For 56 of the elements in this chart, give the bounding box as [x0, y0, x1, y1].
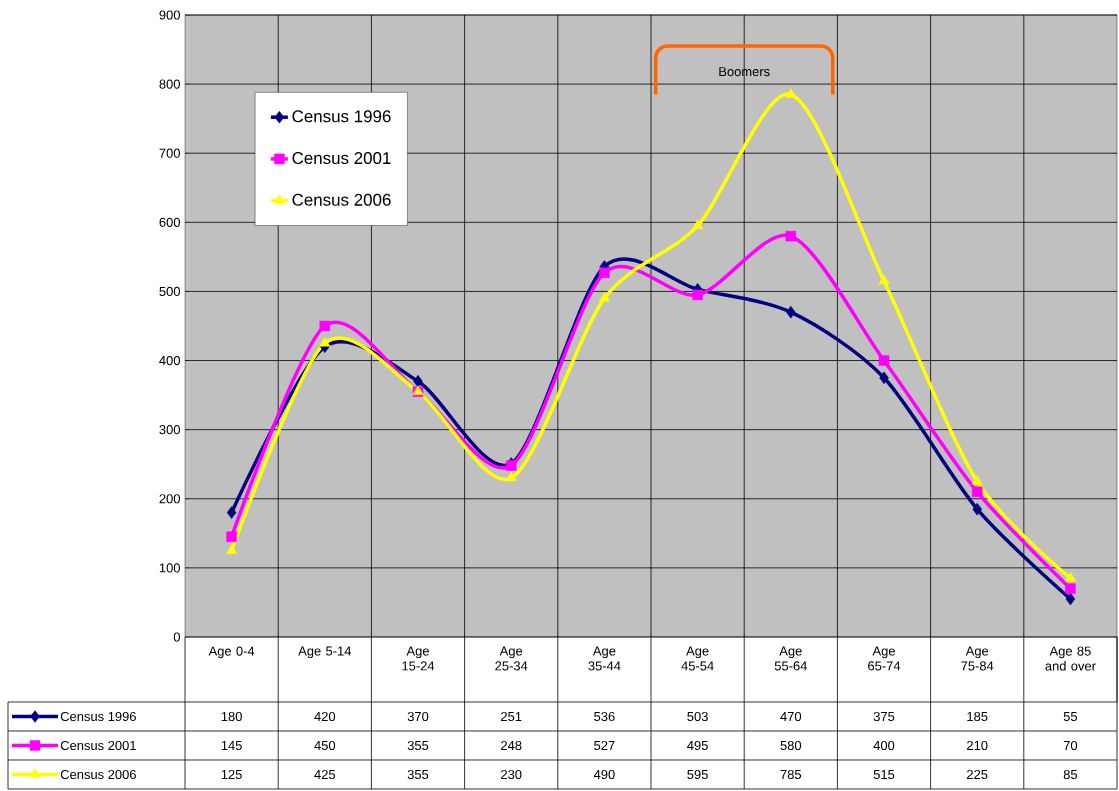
data-label: 515 [873, 769, 895, 779]
data-label: 495 [687, 740, 708, 751]
data-label: 185 [967, 711, 988, 722]
legend-label: Census 1996 [292, 110, 391, 123]
data-label: 503 [687, 711, 708, 722]
data-label: 251 [501, 711, 522, 722]
data-label: 595 [687, 769, 708, 780]
data-label: 370 [407, 711, 429, 722]
data-label: 450 [314, 740, 336, 751]
data-label: 536 [594, 711, 615, 722]
data-label: 425 [314, 769, 336, 780]
data-label: 580 [780, 740, 802, 751]
y-tick-label: 500 [159, 286, 180, 297]
text: Census 1996 [60, 711, 136, 722]
data-label: 125 [221, 769, 242, 780]
y-tick-label: 600 [159, 217, 180, 227]
legend-label: Census 2006 [292, 193, 391, 206]
x-tick-label: Age 85 and over [1045, 646, 1096, 671]
data-label: 375 [873, 711, 895, 722]
data-label: 225 [967, 769, 988, 780]
x-tick-label: Age 0-4 [208, 646, 255, 659]
x-tick-label: Age 45-54 [681, 646, 714, 671]
x-tick-label: Age 15-24 [402, 646, 435, 671]
y-tick-label: 400 [159, 355, 180, 366]
data-label: 785 [780, 769, 802, 780]
y-tick-label: 100 [159, 563, 180, 573]
y-tick-label: 700 [159, 148, 180, 158]
data-label: 355 [407, 769, 429, 780]
data-label: 55 [1063, 711, 1078, 721]
y-tick-label: 900 [159, 10, 180, 20]
x-tick-label: Age 65-74 [868, 646, 901, 671]
x-tick-label: Age 75-84 [961, 646, 994, 671]
data-label: 230 [501, 769, 522, 780]
data-label: 527 [594, 740, 615, 751]
data-label: 400 [873, 740, 895, 751]
y-tick-label: 300 [159, 425, 180, 435]
x-tick-label: Age 25-34 [495, 646, 528, 671]
data-label: 420 [314, 711, 336, 722]
x-tick-label: Age 35-44 [588, 646, 621, 671]
data-label: 490 [593, 769, 615, 780]
data-label: 355 [407, 740, 429, 751]
text: Census 2001 [60, 740, 136, 751]
data-label: 85 [1063, 769, 1078, 780]
data-label: 248 [501, 740, 522, 751]
data-label: 180 [221, 711, 242, 722]
y-tick-label: 200 [159, 494, 180, 504]
x-tick-label: Age 55-64 [774, 646, 807, 671]
legend-label: Census 2001 [292, 152, 391, 165]
data-label: 70 [1063, 740, 1078, 751]
y-tick-label: 0 [173, 632, 180, 642]
data-label: 145 [221, 740, 242, 750]
data-label: 470 [780, 711, 802, 722]
x-tick-label: Age 5-14 [298, 646, 352, 659]
y-tick-label: 800 [159, 79, 180, 89]
data-label: 210 [967, 740, 988, 751]
text: Census 2006 [60, 769, 136, 780]
